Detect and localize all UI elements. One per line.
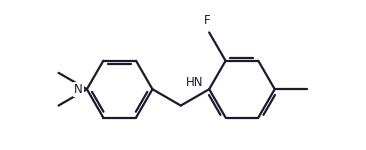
Text: F: F — [204, 14, 211, 27]
Text: N: N — [74, 83, 82, 96]
Text: HN: HN — [186, 76, 204, 89]
Text: N: N — [74, 83, 83, 96]
